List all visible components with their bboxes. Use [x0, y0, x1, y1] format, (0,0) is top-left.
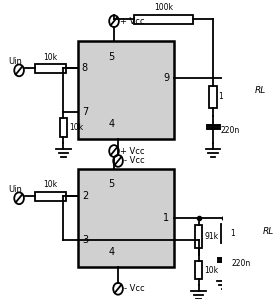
Bar [195, 225, 202, 248]
Text: 4: 4 [109, 119, 115, 130]
Text: 5: 5 [109, 52, 115, 61]
Text: 10k: 10k [43, 180, 58, 189]
Text: 10k: 10k [204, 266, 218, 274]
Text: 5: 5 [109, 179, 115, 190]
Text: 100k: 100k [154, 3, 173, 12]
Text: 10k: 10k [43, 52, 58, 62]
Bar [35, 64, 66, 73]
Text: + Vcc: + Vcc [121, 146, 145, 155]
Text: 1: 1 [230, 229, 235, 238]
Text: 1: 1 [163, 213, 170, 223]
Text: - Vcc: - Vcc [124, 156, 145, 165]
Text: 7: 7 [82, 107, 88, 117]
Polygon shape [245, 213, 260, 250]
Text: 1: 1 [219, 92, 223, 101]
Bar [60, 118, 67, 137]
Text: - Vcc: - Vcc [124, 284, 145, 293]
Text: 3: 3 [82, 235, 88, 244]
Text: 10k: 10k [69, 123, 83, 132]
Text: 9: 9 [163, 73, 170, 83]
Text: 91k: 91k [204, 232, 218, 241]
Bar [239, 223, 245, 241]
Bar [221, 224, 228, 243]
Bar [78, 169, 174, 267]
Bar [78, 41, 174, 139]
Bar [134, 15, 193, 24]
Bar [231, 81, 237, 99]
Text: 4: 4 [109, 248, 115, 257]
Text: Uin: Uin [8, 185, 22, 194]
Text: RL: RL [263, 227, 274, 236]
Text: 8: 8 [82, 63, 88, 74]
Text: + Vcc: + Vcc [121, 17, 145, 26]
Bar [195, 261, 202, 279]
Text: 220n: 220n [232, 259, 251, 268]
Bar [35, 192, 66, 201]
Text: RL: RL [255, 85, 266, 94]
Text: 220n: 220n [220, 126, 239, 135]
Text: 2: 2 [82, 191, 88, 201]
Polygon shape [237, 71, 252, 109]
Text: Uin: Uin [8, 57, 22, 66]
Bar [209, 86, 217, 108]
